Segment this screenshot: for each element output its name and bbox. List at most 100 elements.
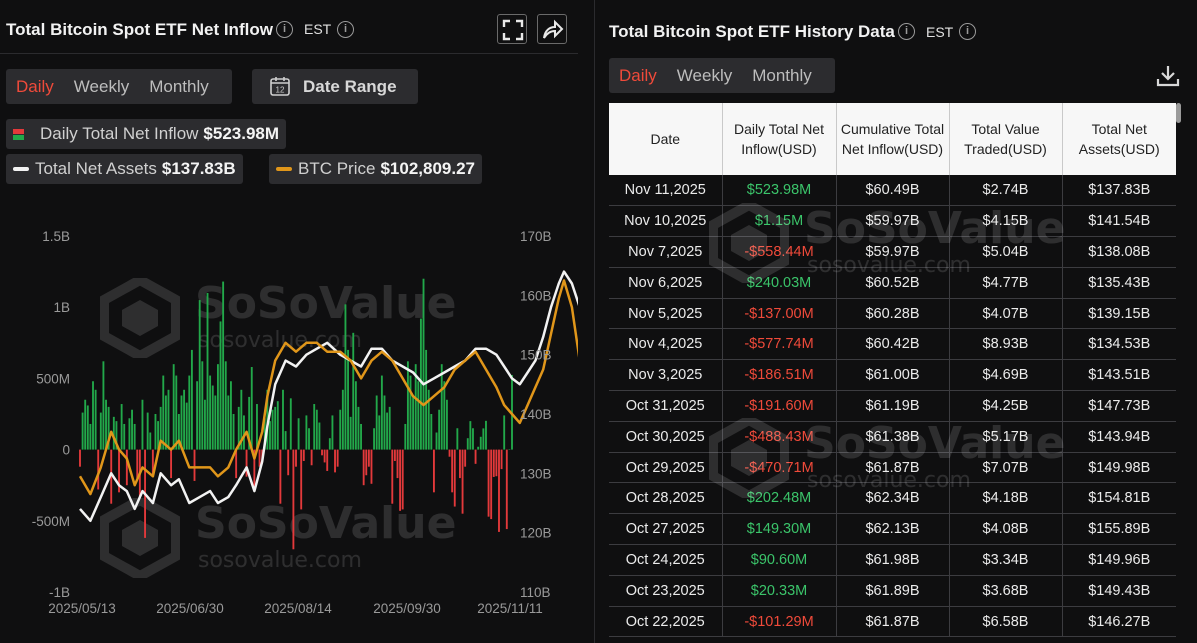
inflow-bar[interactable] [469,421,472,450]
inflow-bar[interactable] [357,406,360,450]
download-icon[interactable] [1155,63,1181,89]
inflow-bar[interactable] [97,449,100,490]
inflow-bar[interactable] [393,449,396,461]
inflow-bar[interactable] [250,367,253,450]
inflow-bar[interactable] [175,375,178,450]
inflow-bar[interactable] [466,438,469,450]
inflow-bar[interactable] [157,421,160,450]
inflow-bar[interactable] [500,449,503,470]
inflow-bar[interactable] [287,449,290,476]
tab-monthly[interactable]: Monthly [149,77,209,96]
inflow-bar[interactable] [271,409,274,450]
inflow-bar[interactable] [438,409,441,450]
inflow-bar[interactable] [352,332,355,450]
table-row[interactable]: Oct 31,2025 -$191.60M $61.19B $4.25B $147.73… [609,390,1176,422]
inflow-bar[interactable] [419,318,422,450]
inflow-bar[interactable] [328,438,331,450]
inflow-bar[interactable] [245,449,248,477]
inflow-bar[interactable] [453,449,456,507]
inflow-bar[interactable] [159,406,162,450]
table-row[interactable]: Oct 22,2025 -$101.29M $61.87B $6.58B $146.27… [609,606,1176,638]
inflow-bar[interactable] [167,389,170,450]
inflow-bar[interactable] [110,449,113,504]
inflow-bar[interactable] [323,449,326,463]
inflow-bar[interactable] [115,421,118,450]
inflow-bar[interactable] [216,364,219,450]
inflow-bar[interactable] [331,415,334,450]
inflow-bar[interactable] [201,361,204,450]
inflow-bar[interactable] [211,385,214,450]
inflow-bar[interactable] [321,449,323,456]
fullscreen-icon[interactable] [497,14,527,44]
inflow-bar[interactable] [360,423,362,450]
table-row[interactable]: Oct 28,2025 $202.48M $62.34B $4.18B $154.81B [609,482,1176,515]
inflow-bar[interactable] [482,428,485,450]
inflow-bar[interactable] [81,412,84,450]
inflow-bar[interactable] [94,389,97,450]
inflow-bar[interactable] [118,449,120,493]
inflow-bar[interactable] [79,449,81,467]
table-row[interactable]: Oct 23,2025 $20.33M $61.89B $3.68B $149.43B [609,575,1176,607]
inflow-bar[interactable] [490,449,493,520]
inflow-bar[interactable] [375,395,378,450]
inflow-bar[interactable] [133,423,136,450]
info-icon[interactable]: i [276,21,293,38]
inflow-bar[interactable] [112,416,115,450]
inflow-bar[interactable] [240,389,243,450]
inflow-bar[interactable] [89,423,92,450]
table-row[interactable]: Oct 29,2025 -$470.71M $61.87B $7.07B $149.98… [609,452,1176,484]
inflow-bar[interactable] [347,349,349,450]
inflow-bar[interactable] [203,399,206,450]
inflow-bar[interactable] [388,406,391,450]
inflow-bar[interactable] [102,361,105,450]
inflow-bar[interactable] [131,409,133,450]
inflow-bar[interactable] [107,406,110,450]
inflow-bar[interactable] [492,449,495,477]
inflow-bar[interactable] [474,449,477,464]
inflow-bar[interactable] [269,421,271,450]
inflow-bar[interactable] [456,428,459,450]
inflow-bar[interactable] [427,389,430,450]
inflow-bar[interactable] [451,449,454,493]
inflow-bar[interactable] [105,399,107,450]
inflow-bar[interactable] [222,281,225,450]
inflow-bar[interactable] [414,364,417,450]
inflow-bar[interactable] [373,428,376,450]
inflow-bar[interactable] [120,404,123,450]
inflow-bar[interactable] [141,399,144,450]
inflow-bar[interactable] [235,449,238,479]
inflow-bar[interactable] [282,389,284,450]
inflow-bar[interactable] [92,381,94,450]
inflow-bar[interactable] [370,449,373,484]
inflow-bar[interactable] [406,361,409,450]
inflow-bar[interactable] [219,321,222,450]
column-header-value-traded[interactable]: Total Value Traded(USD) [949,103,1063,175]
table-row[interactable]: Nov 10,2025 $1.15M $59.97B $4.15B $141.54B [609,205,1176,238]
inflow-bar[interactable] [154,414,157,450]
inflow-bar[interactable] [479,436,482,450]
inflow-bar[interactable] [383,395,386,450]
inflow-bar[interactable] [336,449,339,467]
inflow-bar[interactable] [487,449,490,517]
inflow-bar[interactable] [292,449,295,550]
inflow-bar[interactable] [206,292,209,450]
inflow-bar[interactable] [86,405,89,450]
inflow-bar[interactable] [190,349,193,450]
inflow-bar[interactable] [295,449,297,467]
inflow-bar[interactable] [399,449,402,511]
column-header-date[interactable]: Date [609,103,723,175]
inflow-bar[interactable] [146,412,149,450]
inflow-bar[interactable] [279,449,282,504]
inflow-bar[interactable] [297,418,300,450]
table-row[interactable]: Nov 3,2025 -$186.51M $61.00B $4.69B $143.51B [609,359,1176,392]
inflow-bar[interactable] [477,446,480,450]
inflow-chart[interactable]: 1.5B 1B 500M 0 -500M -1B 170B 160B 150B 140B 130B 1… [0,215,578,643]
inflow-bar[interactable] [84,399,87,450]
inflow-bar[interactable] [367,449,370,467]
inflow-bar[interactable] [274,406,277,450]
inflow-bar[interactable] [380,375,383,450]
inflow-bar[interactable] [401,449,404,510]
inflow-bar[interactable] [417,381,420,450]
inflow-bar[interactable] [123,423,126,450]
inflow-bar[interactable] [248,396,251,450]
